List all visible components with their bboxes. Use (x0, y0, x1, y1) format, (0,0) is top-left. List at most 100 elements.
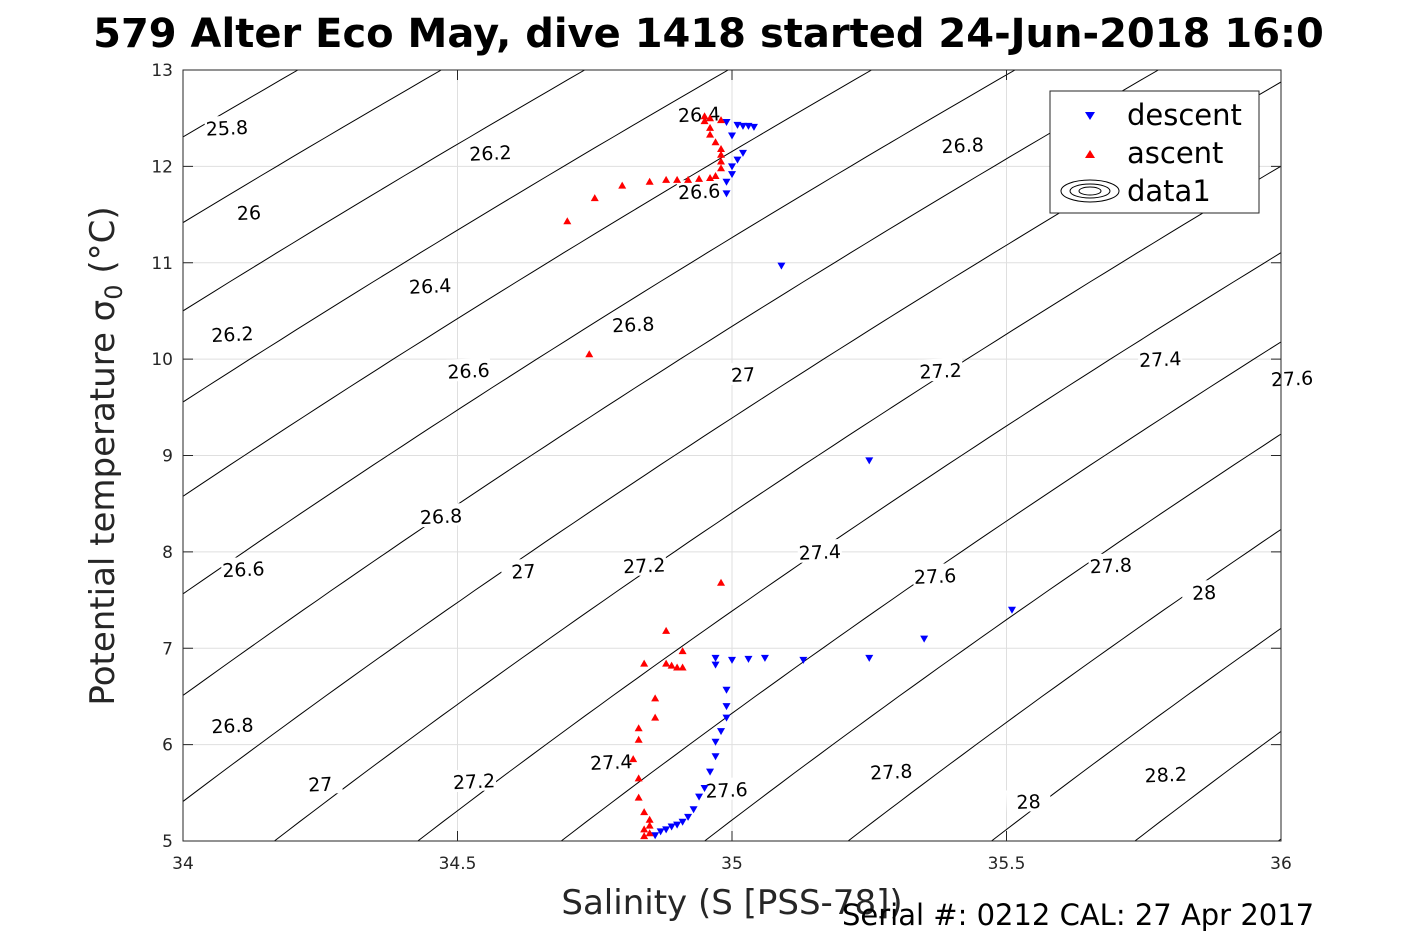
ascent-point (645, 821, 654, 829)
contour-label-text: 27.2 (919, 360, 962, 384)
ascent-point (590, 194, 599, 202)
ascent-point (706, 130, 715, 138)
ascent-point (634, 724, 643, 732)
contour-label-bg (676, 178, 722, 203)
contour-label-bg (720, 361, 766, 386)
descent-point (760, 654, 769, 662)
ascent-point (673, 175, 682, 183)
contour-label-bg (1005, 788, 1051, 813)
descent-point (728, 132, 736, 140)
y-tick-label: 7 (162, 639, 173, 659)
contour-label-bg (467, 139, 513, 164)
contour-line (1372, 32, 1417, 880)
contour-label-text: 28.2 (1144, 764, 1187, 788)
descent-point (722, 714, 731, 722)
density-contours (183, 32, 1417, 880)
ascent-point (634, 774, 643, 782)
contour-label: 27.6 (703, 776, 749, 803)
contour-line (183, 70, 873, 497)
ascent-point (640, 808, 649, 816)
descent-point (728, 656, 736, 664)
contour-label-bg (868, 758, 914, 783)
descent-point (678, 818, 687, 826)
contour-label: 27.4 (588, 748, 634, 775)
contour-label-bg (297, 771, 343, 796)
y-tick-label: 12 (151, 157, 173, 177)
descent-point (722, 119, 731, 127)
contour-label: 26.6 (220, 556, 266, 582)
contour-label-bg (1137, 346, 1183, 371)
contour-line (183, 70, 1017, 595)
legend-descent-label: descent (1127, 98, 1242, 132)
contour-label-text: 28 (1192, 582, 1217, 605)
contour-label-text: 26 (236, 202, 261, 225)
ascent-point (706, 123, 715, 131)
y-tick-label: 6 (162, 736, 173, 756)
descent-point (651, 832, 660, 840)
contour-label: 26.8 (418, 503, 464, 529)
contour-label-text: 26.6 (447, 360, 490, 384)
contour-line (183, 70, 586, 312)
chart-title: 579 Alter Eco May, dive 1418 started 24-… (93, 11, 1324, 57)
contour-label: 26.8 (940, 132, 986, 158)
contour-label: 27 (297, 771, 343, 797)
contour-label-text: 27.2 (452, 770, 495, 794)
ascent-point (673, 663, 682, 671)
contour-label-bg (500, 558, 546, 583)
contour-label-text: 27.4 (798, 541, 841, 565)
contour-label-bg (797, 538, 843, 563)
contour-label-text: 27 (730, 364, 755, 387)
descent-point (711, 661, 720, 669)
ascent-point (667, 661, 676, 669)
contour-line (560, 341, 1281, 841)
ascent-point (640, 825, 649, 833)
contour-label-text: 27 (308, 774, 333, 797)
contour-label-text: 26.6 (677, 180, 720, 204)
descent-point (722, 686, 731, 694)
descent-point (673, 821, 682, 829)
x-tick-label: 35.5 (988, 854, 1026, 874)
contour-label-text: 27.4 (590, 751, 633, 775)
descent-point (738, 122, 747, 130)
ascent-point (711, 172, 720, 180)
ascent-point (717, 145, 726, 153)
ascent-point (706, 173, 715, 181)
legend-descent-marker (1085, 112, 1095, 120)
contour-label-text: 27.6 (913, 565, 956, 589)
contour-label-bg (1088, 552, 1134, 577)
contour-label: 28.2 (1143, 761, 1189, 788)
contour-label-text: 27.6 (1270, 367, 1313, 391)
contour-line (273, 165, 1281, 841)
ascent-point (717, 150, 726, 158)
contour-label-text: 26.8 (211, 714, 254, 738)
descent-point (865, 654, 874, 662)
ascent-point (717, 578, 726, 586)
contour-line (1134, 730, 1281, 841)
contour-label: 26.8 (209, 712, 255, 738)
contour-label-bg (407, 272, 453, 297)
data-markers (563, 112, 1016, 840)
x-ticks: 34 34.5 35 35.5 36 (172, 70, 1292, 874)
contour-label-bg (209, 321, 255, 346)
contour-label-text: 27.8 (1089, 554, 1132, 578)
descent-point (1007, 606, 1016, 614)
contour-line (416, 252, 1281, 841)
contour-label: 27.8 (1088, 552, 1134, 578)
contour-label-bg (226, 199, 272, 224)
legend-ascent-marker (1085, 150, 1095, 158)
contour-label: 26.6 (676, 178, 722, 204)
ascent-point (662, 175, 671, 183)
descent-point (711, 753, 720, 761)
contour-label: 27.6 (912, 562, 958, 589)
contour-label-text: 26.6 (222, 558, 265, 582)
contour-label-bg (940, 132, 986, 157)
descent-point (744, 655, 753, 663)
descent-point (733, 156, 742, 164)
contour-label-bg (912, 562, 958, 588)
contour-label-text: 25.8 (205, 117, 248, 141)
y-axis-label-subscript: 0 (100, 284, 128, 299)
ascent-point (700, 117, 709, 125)
contour-label-text: 27.8 (870, 761, 913, 785)
contour-label-bg (445, 357, 491, 382)
contour-label: 27.2 (918, 357, 964, 384)
